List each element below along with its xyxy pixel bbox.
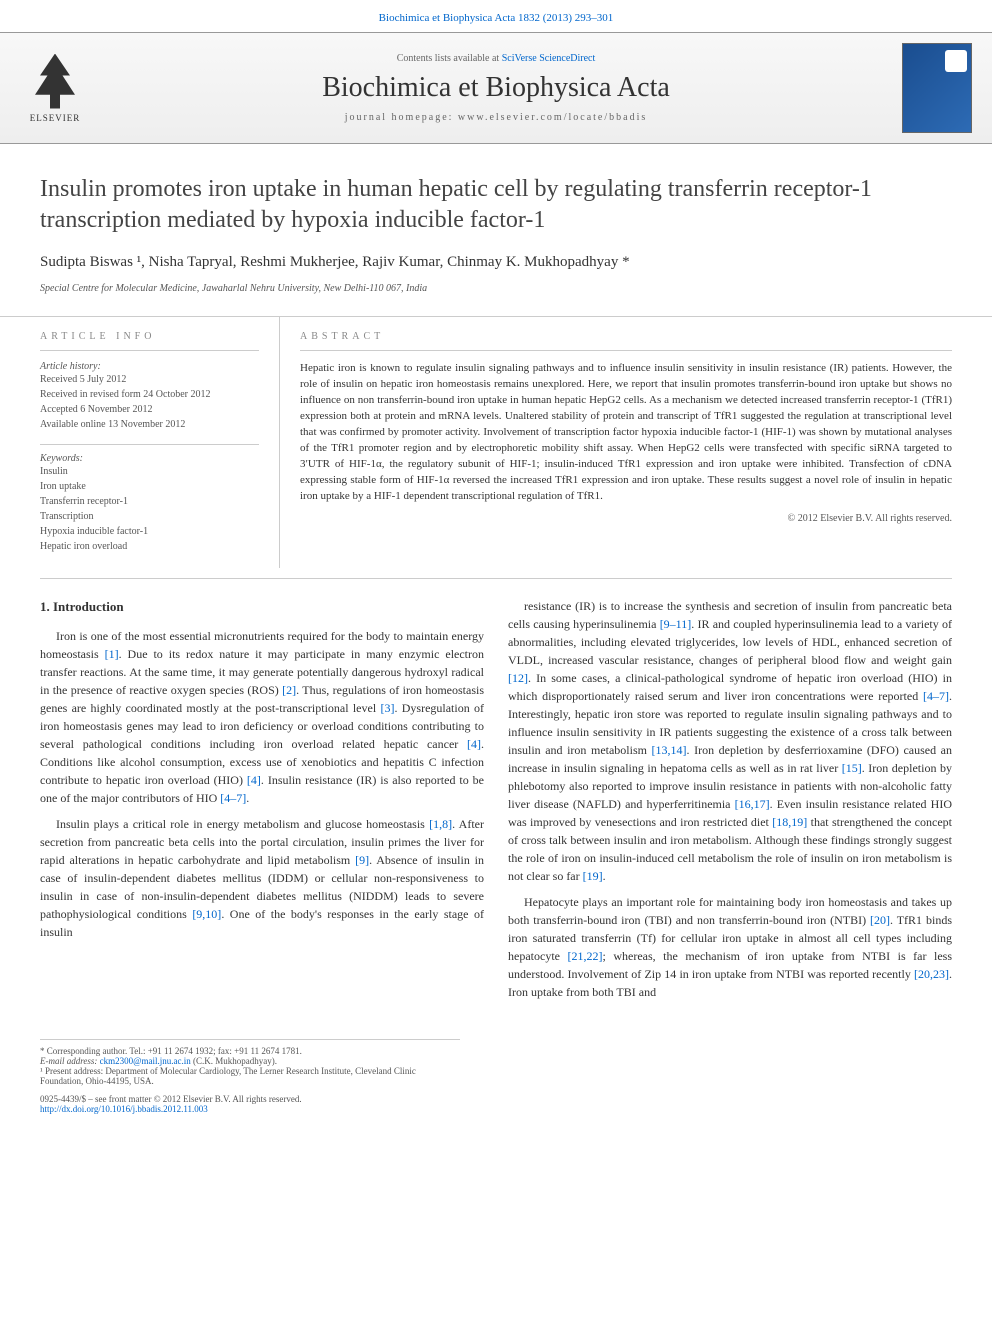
article-title: Insulin promotes iron uptake in human he… [0, 144, 992, 246]
footnotes: * Corresponding author. Tel.: +91 11 267… [40, 1039, 460, 1086]
keywords-label: Keywords: [40, 444, 259, 464]
email-line: E-mail address: ckm2300@mail.jnu.ac.in (… [40, 1056, 460, 1066]
banner-center: Contents lists available at SciVerse Sci… [90, 53, 902, 123]
abstract-text: Hepatic iron is known to regulate insuli… [300, 361, 952, 504]
abstract-panel: ABSTRACT Hepatic iron is known to regula… [280, 317, 952, 568]
history-item: Available online 13 November 2012 [40, 417, 259, 432]
intro-para-2: Insulin plays a critical role in energy … [40, 815, 484, 941]
keyword: Transferrin receptor-1 [40, 494, 259, 509]
scidirect-link[interactable]: SciVerse ScienceDirect [502, 53, 596, 64]
corresponding-author: * Corresponding author. Tel.: +91 11 267… [40, 1046, 460, 1056]
journal-homepage: journal homepage: www.elsevier.com/locat… [90, 112, 902, 123]
header-banner: ELSEVIER Contents lists available at Sci… [0, 32, 992, 144]
keyword: Iron uptake [40, 479, 259, 494]
abstract-heading: ABSTRACT [300, 331, 952, 351]
history-item: Received in revised form 24 October 2012 [40, 387, 259, 402]
article-info-heading: ARTICLE INFO [40, 331, 259, 351]
keyword: Insulin [40, 464, 259, 479]
right-column: resistance (IR) is to increase the synth… [508, 597, 952, 1009]
bottom-bar: 0925-4439/$ – see front matter © 2012 El… [0, 1086, 992, 1128]
keyword: Hypoxia inducible factor-1 [40, 524, 259, 539]
intro-para-1: Iron is one of the most essential micron… [40, 627, 484, 807]
history-label: Article history: [40, 361, 259, 372]
abstract-copyright: © 2012 Elsevier B.V. All rights reserved… [300, 513, 952, 524]
elsevier-logo: ELSEVIER [20, 48, 90, 128]
elsevier-tree-icon [30, 54, 80, 109]
journal-cover-thumb [902, 43, 972, 133]
contents-list-line: Contents lists available at SciVerse Sci… [90, 53, 902, 64]
intro-para-4: Hepatocyte plays an important role for m… [508, 893, 952, 1001]
email-link[interactable]: ckm2300@mail.jnu.ac.in [100, 1056, 191, 1066]
doi-link[interactable]: http://dx.doi.org/10.1016/j.bbadis.2012.… [40, 1104, 208, 1114]
elsevier-label: ELSEVIER [30, 113, 81, 123]
left-column: 1. Introduction Iron is one of the most … [40, 597, 484, 1009]
history-item: Received 5 July 2012 [40, 372, 259, 387]
article-info-panel: ARTICLE INFO Article history: Received 5… [40, 317, 280, 568]
body-columns: 1. Introduction Iron is one of the most … [0, 579, 992, 1019]
affiliation: Special Centre for Molecular Medicine, J… [0, 279, 992, 308]
history-item: Accepted 6 November 2012 [40, 402, 259, 417]
header-citation[interactable]: Biochimica et Biophysica Acta 1832 (2013… [0, 0, 992, 32]
keyword: Hepatic iron overload [40, 539, 259, 554]
intro-para-3: resistance (IR) is to increase the synth… [508, 597, 952, 885]
author-list: Sudipta Biswas ¹, Nisha Tapryal, Reshmi … [0, 246, 992, 279]
present-address: ¹ Present address: Department of Molecul… [40, 1066, 460, 1086]
keyword: Transcription [40, 509, 259, 524]
intro-heading: 1. Introduction [40, 597, 484, 617]
issn-line: 0925-4439/$ – see front matter © 2012 El… [40, 1094, 952, 1104]
journal-name: Biochimica et Biophysica Acta [90, 72, 902, 104]
